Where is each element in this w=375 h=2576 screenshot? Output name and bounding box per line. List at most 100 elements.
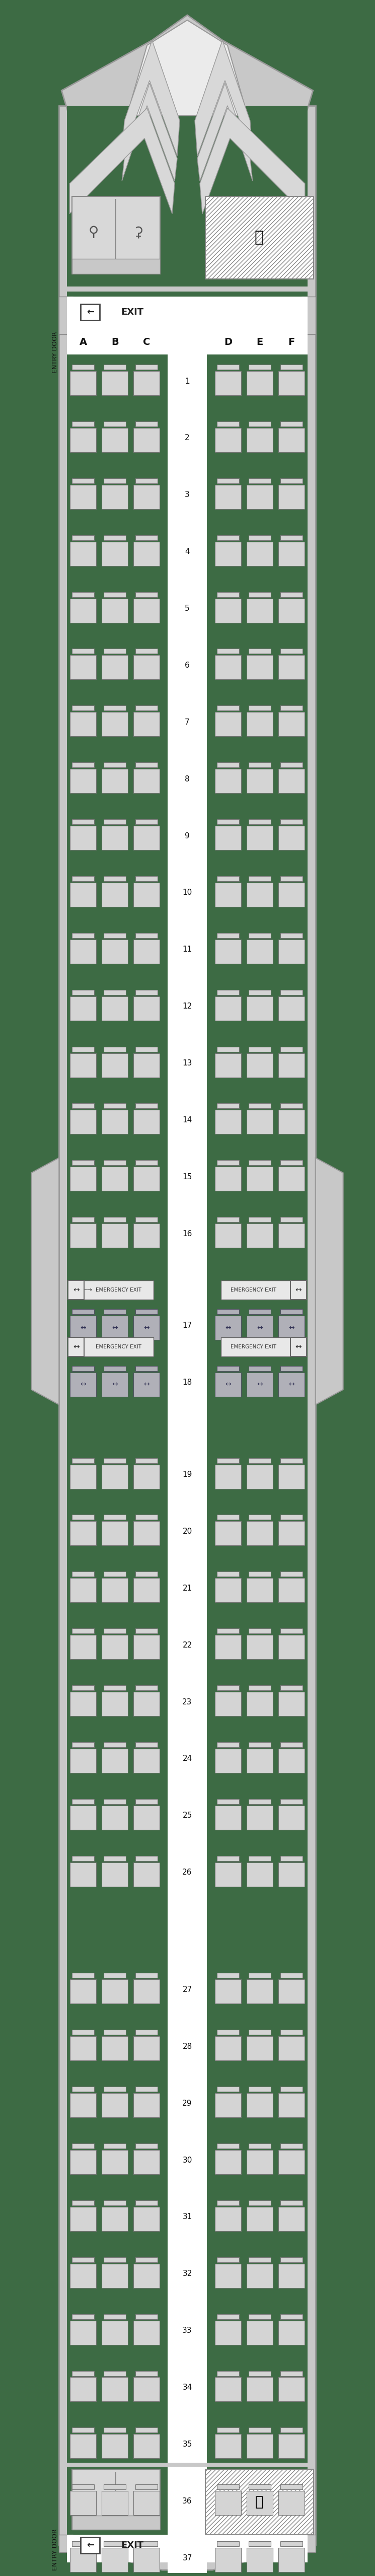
Bar [70, 484, 96, 510]
Text: 1: 1 [185, 379, 190, 384]
Bar [102, 1054, 128, 1077]
Bar [104, 649, 126, 654]
Bar [134, 2151, 160, 2174]
Bar [104, 1046, 126, 1051]
Bar [247, 1692, 273, 1716]
Bar [134, 711, 160, 737]
Bar [135, 649, 158, 654]
Bar [280, 649, 302, 654]
Bar [280, 592, 302, 598]
Bar [70, 884, 96, 907]
Text: 19: 19 [182, 1471, 192, 1479]
Text: E: E [257, 337, 263, 348]
Bar [249, 1046, 271, 1051]
Bar [280, 2087, 302, 2092]
Text: ↔: ↔ [144, 1381, 150, 1388]
Bar [134, 827, 160, 850]
Bar [72, 2313, 94, 2318]
Bar [135, 2543, 158, 2545]
Bar [280, 819, 302, 824]
Bar [215, 1522, 241, 1546]
Bar [249, 2257, 271, 2262]
Bar [67, 2463, 308, 2468]
Bar [70, 827, 96, 850]
Bar [135, 1159, 158, 1164]
Text: ↔: ↔ [295, 1285, 302, 1293]
Text: 27: 27 [182, 1986, 192, 1994]
Bar [134, 1224, 160, 1247]
Bar [72, 196, 160, 273]
Bar [247, 1110, 273, 1133]
Bar [68, 1280, 84, 1298]
Text: 34: 34 [182, 2383, 192, 2391]
Bar [280, 1855, 302, 1860]
Bar [217, 2427, 239, 2432]
Text: 18: 18 [182, 1378, 192, 1386]
Bar [104, 2030, 126, 2035]
Bar [134, 1862, 160, 1886]
Bar [215, 1316, 241, 1340]
Bar [247, 997, 273, 1020]
Bar [135, 1571, 158, 1577]
Bar [280, 2030, 302, 2035]
Bar [249, 2370, 271, 2375]
Bar [134, 2548, 160, 2571]
Bar [134, 2491, 160, 2514]
Bar [70, 2264, 96, 2287]
Bar [278, 827, 305, 850]
Bar [215, 1749, 241, 1772]
Bar [104, 1685, 126, 1690]
Bar [102, 1806, 128, 1829]
Bar [278, 598, 305, 623]
Bar [70, 598, 96, 623]
Bar [215, 1110, 241, 1133]
Text: 14: 14 [182, 1115, 192, 1123]
Bar [249, 1628, 271, 1633]
Bar [215, 2151, 241, 2174]
Bar [102, 1110, 128, 1133]
Bar [70, 1692, 96, 1716]
Bar [217, 1798, 239, 1803]
Bar [72, 2030, 94, 2035]
Text: C: C [143, 337, 150, 348]
Bar [104, 2143, 126, 2148]
Bar [102, 541, 128, 567]
Bar [104, 479, 126, 484]
Bar [67, 296, 308, 355]
Text: 12: 12 [182, 1002, 192, 1010]
Bar [280, 706, 302, 711]
Bar [70, 940, 96, 963]
Bar [72, 592, 94, 598]
Bar [249, 1515, 271, 1520]
Bar [102, 654, 128, 680]
Bar [217, 1103, 239, 1108]
Text: 16: 16 [182, 1229, 192, 1236]
Bar [215, 827, 241, 850]
Bar [249, 479, 271, 484]
Bar [278, 1110, 305, 1133]
Bar [278, 1167, 305, 1190]
Bar [217, 2257, 239, 2262]
Bar [278, 1522, 305, 1546]
Bar [247, 598, 273, 623]
Bar [134, 1978, 160, 2004]
Bar [217, 422, 239, 428]
Polygon shape [200, 108, 305, 214]
Bar [215, 2548, 241, 2571]
Bar [280, 2483, 302, 2488]
Bar [217, 1458, 239, 1463]
Text: 29: 29 [182, 2099, 192, 2107]
Bar [70, 2038, 96, 2061]
Bar [278, 2434, 305, 2458]
Polygon shape [32, 1157, 59, 1404]
Bar [280, 2143, 302, 2148]
Bar [135, 1741, 158, 1747]
Bar [134, 428, 160, 453]
Text: 32: 32 [182, 2269, 192, 2277]
Bar [135, 2087, 158, 2092]
Bar [217, 1685, 239, 1690]
Bar [135, 2257, 158, 2262]
Bar [217, 2143, 239, 2148]
Bar [102, 428, 128, 453]
Bar [102, 884, 128, 907]
